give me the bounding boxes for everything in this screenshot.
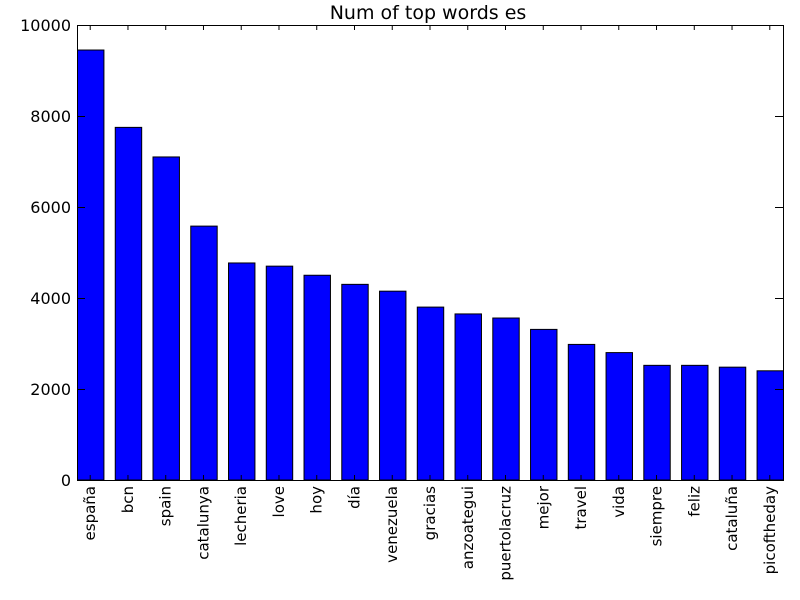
- bar-17: [718, 366, 747, 481]
- bar-14: [605, 352, 633, 481]
- category-label: anzoategui: [459, 486, 477, 569]
- bar-2: [152, 156, 180, 481]
- bar-1: [114, 126, 143, 481]
- category-label: día: [345, 486, 363, 509]
- category-label: venezuela: [383, 486, 401, 563]
- bar-11: [492, 317, 520, 481]
- category-label: bcn: [119, 486, 137, 513]
- category-label: love: [270, 486, 288, 517]
- category-label: vida: [610, 486, 628, 518]
- category-labels: españa bcn spain catalunya lecheria love hoy dí…: [81, 485, 779, 580]
- category-label: mejor: [534, 485, 552, 529]
- category-label: puertolacruz: [497, 486, 515, 581]
- category-label: picoftheday: [761, 486, 779, 574]
- bar-16: [681, 364, 709, 481]
- bar-5: [265, 265, 294, 481]
- y-tick-label: 2000: [30, 380, 71, 399]
- bar-9: [416, 306, 445, 481]
- y-tick-label: 4000: [30, 289, 71, 308]
- category-label: españa: [81, 486, 99, 540]
- chart-title: Num of top words es: [330, 2, 527, 24]
- category-label: gracias: [421, 486, 439, 540]
- bar-3: [190, 225, 218, 481]
- bar-15: [643, 364, 671, 481]
- bar-7: [341, 283, 369, 481]
- category-label: siempre: [648, 486, 666, 546]
- bar-10: [454, 313, 482, 481]
- bar-8: [379, 290, 407, 481]
- bar-6: [303, 274, 331, 481]
- category-label: cataluña: [723, 486, 741, 551]
- plot-frame: [77, 25, 784, 481]
- category-label: feliz: [685, 486, 703, 517]
- category-label: lecheria: [232, 486, 250, 546]
- bar-12: [530, 328, 558, 481]
- bar-0: [77, 49, 105, 481]
- bar-4: [228, 262, 256, 481]
- y-tick-label: 6000: [30, 198, 71, 217]
- y-tick-label: 0: [61, 471, 71, 490]
- y-tick-label: 8000: [30, 107, 71, 126]
- bar-18: [756, 370, 785, 481]
- category-label: hoy: [308, 486, 326, 514]
- y-tick-label: 10000: [20, 16, 71, 35]
- bar-13: [567, 343, 596, 481]
- category-label: travel: [572, 486, 590, 530]
- y-axis-ticks: 0 2000 4000 6000 8000 10000: [20, 16, 783, 490]
- category-label: spain: [157, 486, 175, 526]
- category-label: catalunya: [194, 486, 212, 560]
- bars-layer: [77, 49, 785, 481]
